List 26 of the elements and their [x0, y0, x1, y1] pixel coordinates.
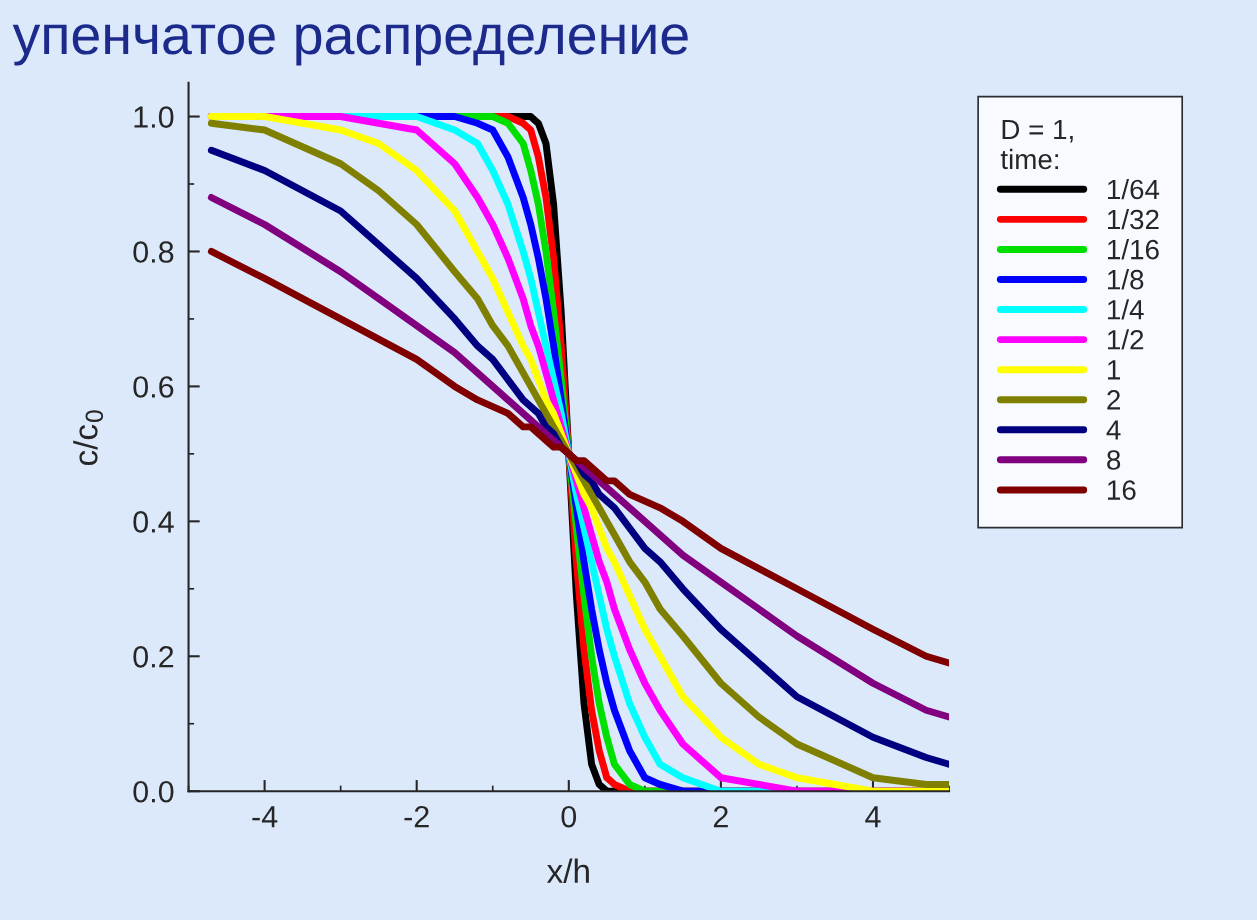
legend-label: 1/32 — [1108, 208, 1159, 230]
y-tick-label: 0.0 — [133, 780, 174, 803]
legend-label: 8 — [1107, 450, 1121, 470]
chart-title: упенчатое распределение — [12, 24, 688, 66]
legend-label: 16 — [1108, 480, 1136, 500]
y-axis-title: c/c$_{0}$ — [73, 410, 104, 466]
y-tick-label: 0.6 — [133, 376, 174, 398]
y-tick-label: 0.4 — [133, 511, 174, 533]
legend-label: 1/64 — [1108, 178, 1160, 200]
x-tick-label: 2 — [713, 805, 728, 828]
x-tick-label: 4 — [865, 806, 881, 828]
x-axis-title: x/h — [546, 858, 589, 884]
legend-label: 1/8 — [1108, 269, 1144, 290]
y-tick-label: 0.2 — [133, 646, 174, 668]
y-tick-label: 0.8 — [133, 241, 174, 263]
x-tick-label: -4 — [252, 806, 278, 828]
x-tick-label: -2 — [404, 805, 429, 828]
legend-title: D = 1, time: — [1000, 119, 1073, 170]
legend-label: 2 — [1107, 390, 1120, 410]
legend-label: 4 — [1106, 420, 1121, 440]
legend-label: 1 — [1108, 360, 1120, 380]
y-tick-label: 1.0 — [134, 106, 174, 128]
x-tick-label: 0 — [561, 805, 577, 828]
legend-label: 1/2 — [1108, 329, 1144, 350]
legend-label: 1/4 — [1108, 299, 1144, 320]
legend-label: 1/16 — [1108, 239, 1159, 260]
